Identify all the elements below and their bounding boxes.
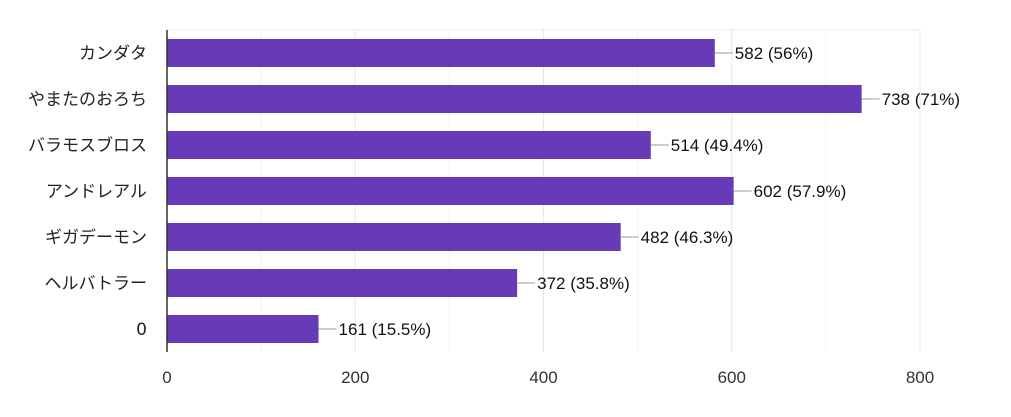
- x-tick-label: 400: [529, 368, 557, 387]
- bar: [167, 269, 518, 297]
- x-tick-labels: 0 200 400 600 800: [162, 368, 934, 387]
- bars: [167, 39, 862, 343]
- value-label: 161 (15.5%): [339, 320, 432, 339]
- category-label: カンダタ: [79, 44, 147, 64]
- category-label: アンドレアル: [46, 182, 147, 202]
- value-label: 514 (49.4%): [671, 136, 764, 155]
- x-tick-label: 600: [718, 368, 746, 387]
- x-tick-label: 200: [341, 368, 369, 387]
- bar: [167, 223, 621, 251]
- value-leader-lines: [318, 52, 880, 330]
- bar: [167, 39, 715, 67]
- value-label: 602 (57.9%): [754, 182, 847, 201]
- category-label: ギガデーモン: [45, 227, 147, 248]
- value-labels: 582 (56%) 738 (71%) 514 (49.4%) 602 (57.9%)…: [339, 44, 961, 339]
- value-label: 482 (46.3%): [641, 228, 734, 247]
- category-label: 0: [136, 320, 147, 340]
- bar: [167, 315, 319, 343]
- category-label: バラモスブロス: [28, 135, 147, 156]
- bar: [167, 85, 862, 113]
- value-label: 582 (56%): [735, 44, 813, 63]
- value-label: 738 (71%): [882, 90, 960, 109]
- value-label: 372 (35.8%): [537, 274, 630, 293]
- x-tick-label: 0: [162, 368, 171, 387]
- bar: [167, 177, 734, 205]
- category-label: ヘルバトラー: [44, 274, 147, 294]
- category-label: やまたのおろち: [28, 90, 147, 110]
- bar: [167, 131, 651, 159]
- x-tick-label: 800: [906, 368, 934, 387]
